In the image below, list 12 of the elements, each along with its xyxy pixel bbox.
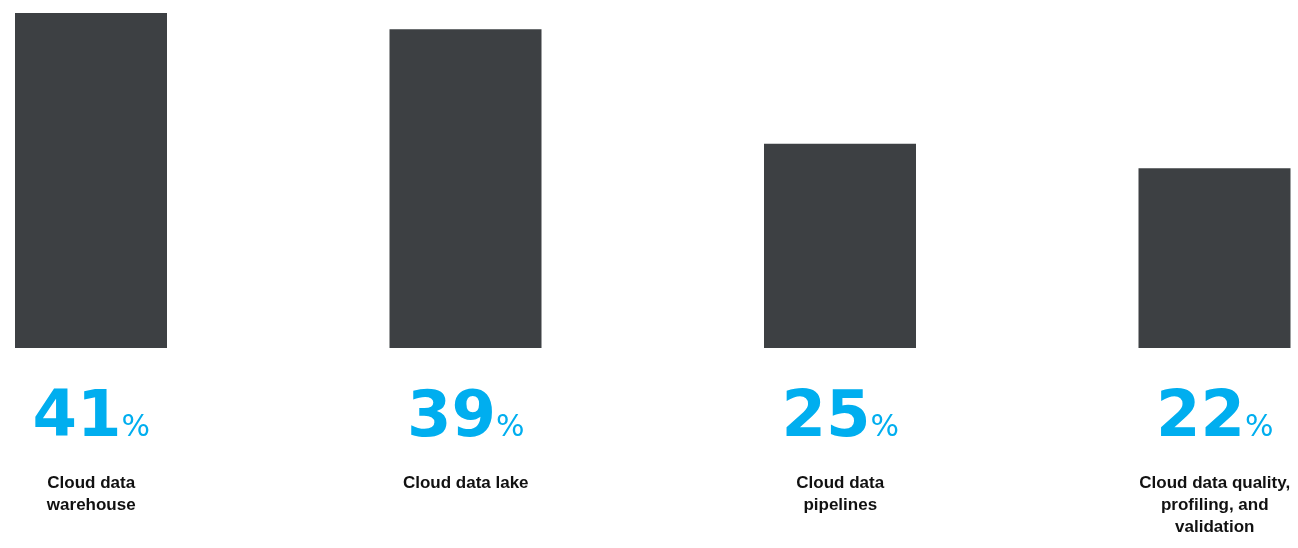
data-label: 39%: [406, 377, 525, 451]
bar: [1138, 168, 1291, 348]
data-label: 25%: [781, 377, 900, 451]
bar: [764, 143, 916, 348]
x-tick-label: Cloud data quality, profiling, and validation: [1139, 473, 1291, 537]
data-label: 22%: [1155, 377, 1274, 451]
bar: [15, 13, 167, 348]
x-tick-label: Cloud data lake: [402, 473, 529, 493]
data-label: 41%: [32, 377, 151, 451]
bar: [389, 29, 542, 348]
x-tick-label: Cloud data pipelines: [796, 473, 885, 515]
x-tick-label: Cloud data warehouse: [45, 473, 136, 515]
